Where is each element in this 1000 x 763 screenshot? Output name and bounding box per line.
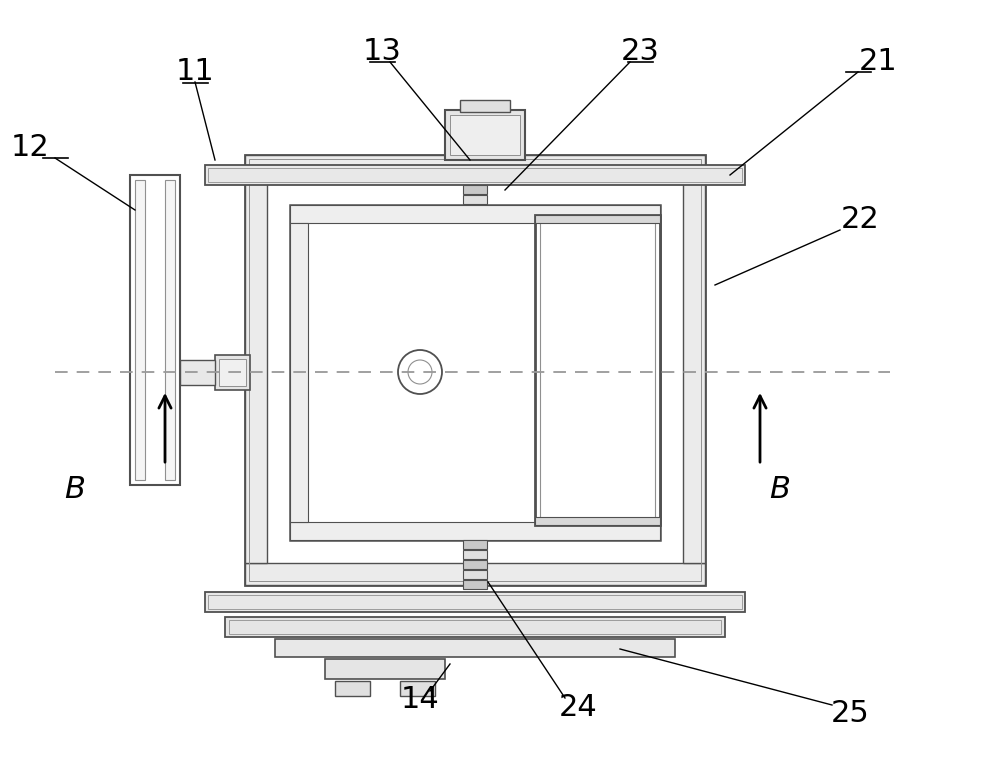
Bar xyxy=(180,360,215,385)
Bar xyxy=(535,215,660,223)
Bar xyxy=(295,210,655,535)
Bar xyxy=(290,205,660,223)
Text: 23: 23 xyxy=(621,37,659,66)
Bar xyxy=(463,580,487,589)
Bar xyxy=(463,550,487,559)
Bar xyxy=(208,168,742,182)
Bar xyxy=(325,659,445,679)
Bar xyxy=(130,175,180,485)
Bar xyxy=(245,177,267,563)
Bar xyxy=(463,560,487,569)
Bar xyxy=(219,359,246,386)
Bar xyxy=(535,517,660,525)
Bar xyxy=(245,563,705,585)
Bar xyxy=(463,185,487,194)
Bar xyxy=(290,522,660,540)
Text: 25: 25 xyxy=(831,700,869,729)
Bar xyxy=(225,617,725,637)
Bar xyxy=(463,205,487,214)
Text: 11: 11 xyxy=(176,57,214,86)
Bar xyxy=(463,225,487,234)
Bar xyxy=(463,570,487,579)
Bar xyxy=(215,355,250,390)
Bar xyxy=(535,215,660,525)
Text: 21: 21 xyxy=(859,47,897,76)
Bar xyxy=(245,155,705,177)
Bar xyxy=(245,155,705,585)
Bar xyxy=(335,681,370,696)
Bar xyxy=(208,595,742,609)
Bar xyxy=(463,540,487,549)
Bar xyxy=(400,681,435,696)
Bar xyxy=(445,110,525,160)
Text: 13: 13 xyxy=(363,37,401,66)
Text: 22: 22 xyxy=(841,205,879,234)
Bar xyxy=(249,159,701,581)
Bar xyxy=(165,180,175,480)
Bar xyxy=(290,223,308,522)
Bar xyxy=(450,115,520,155)
Bar xyxy=(460,100,510,112)
Text: 14: 14 xyxy=(401,685,439,714)
Text: 24: 24 xyxy=(559,694,597,723)
Bar xyxy=(290,205,660,540)
Bar xyxy=(229,620,721,634)
Bar xyxy=(642,223,660,522)
Bar xyxy=(275,639,675,657)
Bar xyxy=(540,220,655,520)
Bar xyxy=(135,180,145,480)
Text: B: B xyxy=(770,475,790,504)
Text: B: B xyxy=(65,475,85,504)
Bar xyxy=(463,195,487,204)
Bar xyxy=(683,177,705,563)
Bar xyxy=(463,215,487,224)
Text: 12: 12 xyxy=(11,134,49,163)
Bar xyxy=(205,592,745,612)
Bar xyxy=(205,165,745,185)
